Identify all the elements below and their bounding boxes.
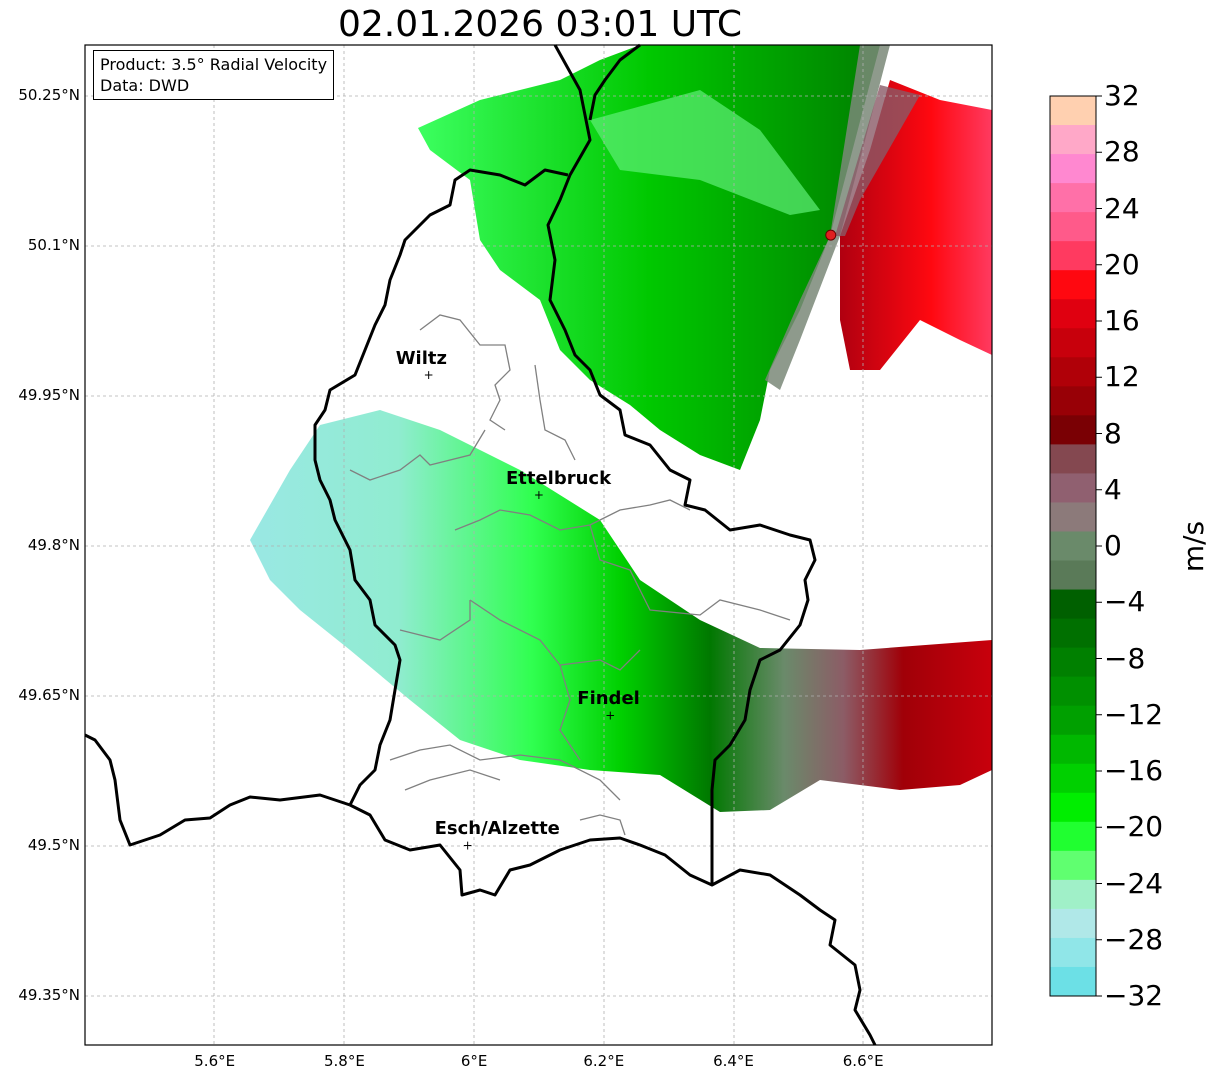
colorbar-swatch bbox=[1050, 850, 1096, 881]
colorbar-swatch bbox=[1050, 647, 1096, 678]
radar-echo-layer bbox=[250, 45, 992, 812]
colorbar-tick-label: 28 bbox=[1104, 135, 1140, 169]
colorbar-swatch bbox=[1050, 966, 1096, 997]
colorbar-swatch bbox=[1050, 937, 1096, 968]
city-label: Wiltz bbox=[395, 348, 447, 370]
velocity-echo-north-grey bbox=[835, 85, 920, 236]
colorbar-swatch bbox=[1050, 734, 1096, 765]
colorbar-swatch bbox=[1050, 502, 1096, 532]
colorbar-tick-label: 4 bbox=[1104, 472, 1122, 506]
latitude-tick-label: 49.8°N bbox=[27, 536, 80, 555]
colorbar-swatch bbox=[1050, 386, 1096, 416]
latitude-tick-label: 49.5°N bbox=[27, 836, 80, 855]
longitude-tick-label: 6.6°E bbox=[842, 1052, 884, 1070]
colorbar-swatch bbox=[1050, 328, 1096, 358]
colorbar-tick-label: −28 bbox=[1104, 922, 1164, 956]
city-label: Ettelbruck bbox=[505, 468, 612, 490]
colorbar-swatch bbox=[1050, 270, 1096, 300]
city-marker: + bbox=[605, 708, 615, 722]
city-marker: + bbox=[534, 488, 544, 502]
colorbar-swatch bbox=[1050, 705, 1096, 736]
colorbar-swatch bbox=[1050, 531, 1096, 562]
colorbar-tick-label: 32 bbox=[1104, 79, 1140, 112]
colorbar-swatch bbox=[1050, 415, 1096, 445]
velocity-echo-north-light bbox=[590, 90, 820, 215]
radar-site-marker bbox=[825, 229, 837, 241]
colorbar-swatch bbox=[1050, 763, 1096, 794]
colorbar-swatch bbox=[1050, 560, 1096, 591]
city-label: Findel bbox=[577, 688, 640, 710]
latitude-tick-label: 49.95°N bbox=[18, 386, 80, 405]
colorbar-swatch bbox=[1050, 183, 1096, 213]
colorbar-tick-label: −32 bbox=[1104, 979, 1164, 1012]
colorbar-swatch bbox=[1050, 444, 1096, 474]
latitude-tick-label: 50.1°N bbox=[27, 236, 80, 255]
colorbar-swatch bbox=[1050, 212, 1096, 242]
colorbar-tick-label: −16 bbox=[1104, 754, 1164, 787]
city-markers: + + + + bbox=[424, 368, 616, 852]
colorbar-swatch bbox=[1050, 125, 1096, 155]
product-label: Product: 3.5° Radial Velocity bbox=[100, 55, 328, 74]
latitude-tick-label: 50.25°N bbox=[18, 86, 80, 105]
colorbar-swatch bbox=[1050, 618, 1096, 649]
city-marker: + bbox=[463, 838, 473, 852]
velocity-echo-zero-line bbox=[765, 45, 890, 390]
longitude-tick-label: 5.6°E bbox=[194, 1052, 236, 1070]
colorbar-swatch bbox=[1050, 299, 1096, 329]
colorbar-tick-label: −12 bbox=[1104, 697, 1164, 731]
map-title: 02.01.2026 03:01 UTC bbox=[337, 4, 743, 45]
colorbar-swatch bbox=[1050, 589, 1096, 620]
colorbar-tick-label: −4 bbox=[1104, 585, 1146, 619]
colorbar-swatch bbox=[1050, 473, 1096, 503]
colorbar-swatch bbox=[1050, 357, 1096, 387]
city-label: Esch/Alzette bbox=[434, 818, 560, 840]
velocity-echo-south-band bbox=[250, 410, 992, 812]
colorbar-tick-label: 12 bbox=[1104, 360, 1140, 394]
colorbar-swatch bbox=[1050, 879, 1096, 910]
colorbar-swatch bbox=[1050, 676, 1096, 707]
longitude-tick-label: 6.2°E bbox=[583, 1052, 625, 1070]
colorbar-swatches bbox=[1050, 96, 1096, 997]
colorbar-tick-label: −24 bbox=[1104, 866, 1164, 900]
longitude-tick-label: 5.8°E bbox=[323, 1052, 365, 1070]
city-marker: + bbox=[424, 368, 434, 382]
colorbar-tick-label: 0 bbox=[1104, 529, 1122, 562]
latitude-tick-label: 49.35°N bbox=[18, 986, 80, 1005]
colorbar-tick-label: −8 bbox=[1104, 641, 1146, 675]
latitude-tick-label: 49.65°N bbox=[18, 686, 80, 705]
colorbar-swatch bbox=[1050, 154, 1096, 184]
colorbar-swatch bbox=[1050, 821, 1096, 852]
longitude-tick-label: 6°E bbox=[460, 1052, 488, 1070]
colorbar-tick-label: −20 bbox=[1104, 810, 1164, 844]
colorbar-swatch bbox=[1050, 96, 1096, 126]
colorbar-tick-marks bbox=[1096, 95, 1102, 997]
colorbar-tick-label: 16 bbox=[1104, 304, 1140, 337]
colorbar-swatch bbox=[1050, 241, 1096, 271]
colorbar-tick-label: 24 bbox=[1104, 191, 1140, 225]
product-info-box: Product: 3.5° Radial Velocity Data: DWD bbox=[93, 50, 335, 100]
colorbar-tick-label: 20 bbox=[1104, 247, 1140, 281]
data-source-label: Data: DWD bbox=[100, 76, 190, 95]
country-borders bbox=[84, 43, 877, 1046]
canton-boundaries bbox=[349, 314, 791, 836]
colorbar-swatch bbox=[1050, 792, 1096, 823]
longitude-tick-label: 6.4°E bbox=[713, 1052, 754, 1070]
colorbar-swatch bbox=[1050, 908, 1096, 939]
map-frame bbox=[84, 44, 993, 1046]
colorbar-unit-label: m/s bbox=[1177, 520, 1207, 573]
colorbar-tick-label: 8 bbox=[1104, 416, 1122, 450]
